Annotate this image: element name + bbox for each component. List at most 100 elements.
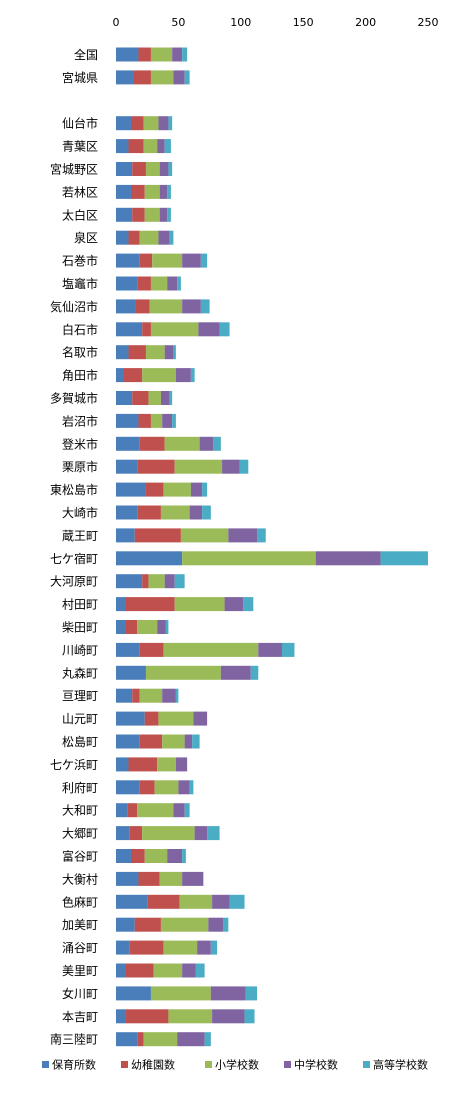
category-label: 加美町 [62,918,98,932]
bar-segment [116,665,146,680]
bar-segment [116,299,136,314]
bar-segment [220,665,251,680]
bar-segment [138,47,151,62]
bar-segment [177,276,181,291]
bar-segment [128,757,158,772]
bar-segment [157,139,165,154]
bar-segment [165,620,169,634]
bar-segment [145,482,164,497]
bar-segment [134,528,181,543]
bar-segment [198,322,220,337]
bar-segment [224,597,244,612]
x-tick-label: 150 [293,16,314,29]
bar-segment [130,116,144,131]
category-label: 大和町 [62,804,98,818]
bar-segment [200,299,210,314]
bar-segment [150,322,199,337]
category-label: 村田町 [62,598,98,612]
x-tick-label: 100 [230,16,251,29]
bar-segment [199,436,214,451]
bar-segment [380,551,428,566]
bar-segment [143,1032,178,1047]
bar-segment [192,734,200,749]
category-label: 南三陸町 [50,1032,98,1047]
category-label: 亘理町 [62,689,98,703]
bar-segment [182,253,201,268]
x-axis-ticks: 0 50 100 150 200 250 [113,16,439,29]
bar-segment [138,413,151,428]
bar-segment [134,917,161,932]
category-label: 石巻市 [62,253,98,268]
bar-segment [174,574,185,589]
bar-segment [173,803,185,818]
bar-segment [184,803,190,818]
bar-segment [116,963,126,978]
bar-segment [150,47,173,62]
legend-swatch [363,1061,370,1068]
bar-segment [175,368,191,383]
bar-segment [159,871,183,886]
bar-segment [174,597,225,612]
bar-segment [200,253,208,268]
bar-segment [169,230,174,245]
bar-segment [116,162,133,176]
bar-segment [116,871,139,886]
bar-segment [212,894,230,909]
bar-segment [210,986,246,1001]
x-tick-label: 0 [113,16,120,29]
bar-segment [182,849,186,863]
bar-segment [129,940,164,955]
bar-segment [167,849,183,863]
bar-segment [182,551,316,566]
bar-segment [116,528,135,543]
bar-segment [116,368,124,383]
bar-segment [167,207,171,222]
bar-segment [116,322,143,337]
category-label: 白石市 [62,322,98,337]
bar-segment [162,413,173,428]
bar-segment [128,139,144,154]
category-label: 大衡村 [62,872,98,886]
bar-segment [189,780,194,795]
bar-segment [160,391,170,405]
bar-segment [168,116,173,131]
bar-segment [180,528,229,543]
bar-segment [202,505,211,520]
category-label: 若林区 [62,185,98,199]
bar-segment [167,184,171,199]
category-label: 太白区 [62,207,98,222]
bar-segment [158,230,170,245]
bar-segment [163,482,191,497]
category-label: 宮城野区 [50,162,98,177]
bar-segment [178,780,190,795]
bar-segment [212,1009,245,1024]
bar-segment [164,345,174,360]
bar-segment [190,482,203,497]
bar-segment [222,459,240,474]
bar-segment [148,574,165,589]
bar-segment [172,413,176,428]
bar-segment [142,826,195,841]
bar-segment [116,276,138,291]
category-label: 大崎市 [62,505,98,520]
category-label: 仙台市 [62,116,98,131]
bar-segment [145,162,160,176]
bar-segment [182,963,196,978]
bar-segment [143,116,159,131]
bar-segment [137,1032,144,1047]
bar-segment [158,711,194,726]
category-label: 全国 [74,47,98,62]
bar-segment [250,665,259,680]
category-label: 松島町 [62,734,98,749]
category-label: 涌谷町 [62,941,98,955]
bar-segment [116,139,129,154]
bar-segment [145,345,165,360]
bar-segment [116,597,126,612]
bar-segment [125,963,154,978]
bar-segment [123,368,143,383]
bar-segment [116,780,140,795]
bar-segment [148,391,161,405]
bar-segment [162,688,176,703]
bar-segment [208,917,224,932]
